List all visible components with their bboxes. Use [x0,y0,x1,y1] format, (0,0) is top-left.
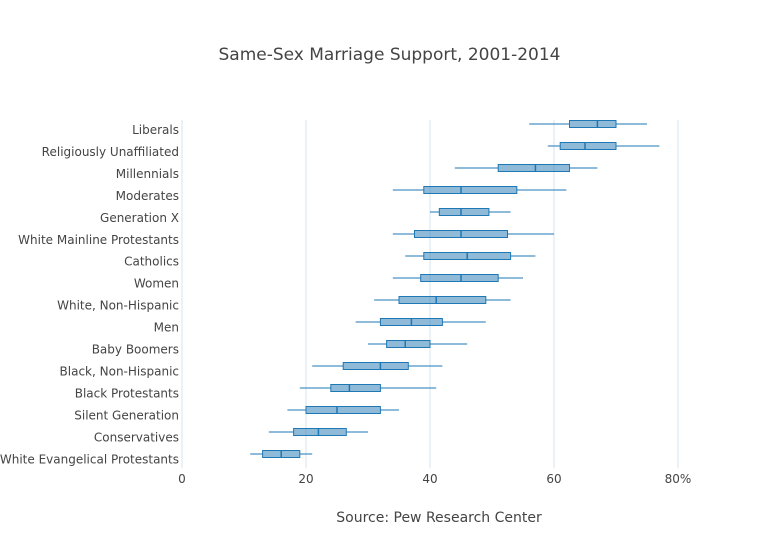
chart-title: Same-Sex Marriage Support, 2001-2014 [218,45,560,65]
category-label-conservatives: Conservatives [94,430,179,444]
box-moderates[interactable] [392,186,567,194]
category-labels: Liberals Religiously Unaffiliated Millenni… [0,123,179,466]
box-conservatives[interactable] [268,428,368,436]
iqr-box-millennials [497,164,571,172]
category-label-black-protestants: Black Protestants [75,386,179,400]
x-tick-label-40: 40 [422,472,437,486]
box-white-mainline-protestants[interactable] [392,230,554,238]
category-label-moderates: Moderates [116,189,179,203]
iqr-box-white-non-hispanic [398,296,487,304]
box-generation-x[interactable] [430,208,511,216]
box-black-non-hispanic[interactable] [312,362,443,370]
category-label-silent-generation: Silent Generation [74,408,179,422]
gridlines [181,120,679,468]
category-label-millennials: Millennials [116,167,179,181]
iqr-box-baby-boomers [386,340,431,348]
box-religiously-unaffiliated[interactable] [547,142,660,150]
box-silent-generation[interactable] [287,406,399,414]
box-series[interactable] [250,120,660,458]
category-label-white-mainline-protestants: White Mainline Protestants [18,233,179,247]
category-label-liberals: Liberals [132,123,179,137]
box-women[interactable] [392,274,523,282]
iqr-box-liberals [569,120,617,128]
x-axis-title: Source: Pew Research Center [336,510,542,526]
iqr-box-women [420,274,499,282]
category-label-religiously-unaffiliated: Religiously Unaffiliated [42,145,179,159]
category-label-men: Men [154,321,179,335]
box-white-non-hispanic[interactable] [374,296,511,304]
box-white-evangelical-protestants[interactable] [250,450,313,458]
box-catholics[interactable] [405,252,536,260]
iqr-box-conservatives [293,428,347,436]
iqr-box-black-non-hispanic [342,362,409,370]
x-tick-label-60: 60 [546,472,561,486]
box-men[interactable] [355,318,486,326]
box-liberals[interactable] [529,120,647,128]
x-tick-label-0: 0 [178,472,186,486]
x-tick-label-20: 20 [298,472,313,486]
box-baby-boomers[interactable] [368,340,468,348]
category-label-white-evangelical-protestants: White Evangelical Protestants [0,452,179,466]
iqr-box-moderates [423,186,518,194]
category-label-women: Women [134,277,179,291]
box-black-protestants[interactable] [299,384,437,392]
iqr-box-silent-generation [305,406,381,414]
category-label-black-non-hispanic: Black, Non-Hispanic [60,364,179,378]
category-label-white-non-hispanic: White, Non-Hispanic [57,299,179,313]
box-millennials[interactable] [454,164,598,172]
iqr-box-black-protestants [330,384,381,392]
iqr-box-generation-x [438,208,490,216]
category-label-catholics: Catholics [124,255,179,269]
category-label-baby-boomers: Baby Boomers [92,343,179,357]
x-axis-ticks: 0 20 40 60 80% [178,472,691,486]
category-label-generation-x: Generation X [100,211,179,225]
x-tick-label-80: 80% [665,472,692,486]
iqr-box-religiously-unaffiliated [559,142,617,150]
